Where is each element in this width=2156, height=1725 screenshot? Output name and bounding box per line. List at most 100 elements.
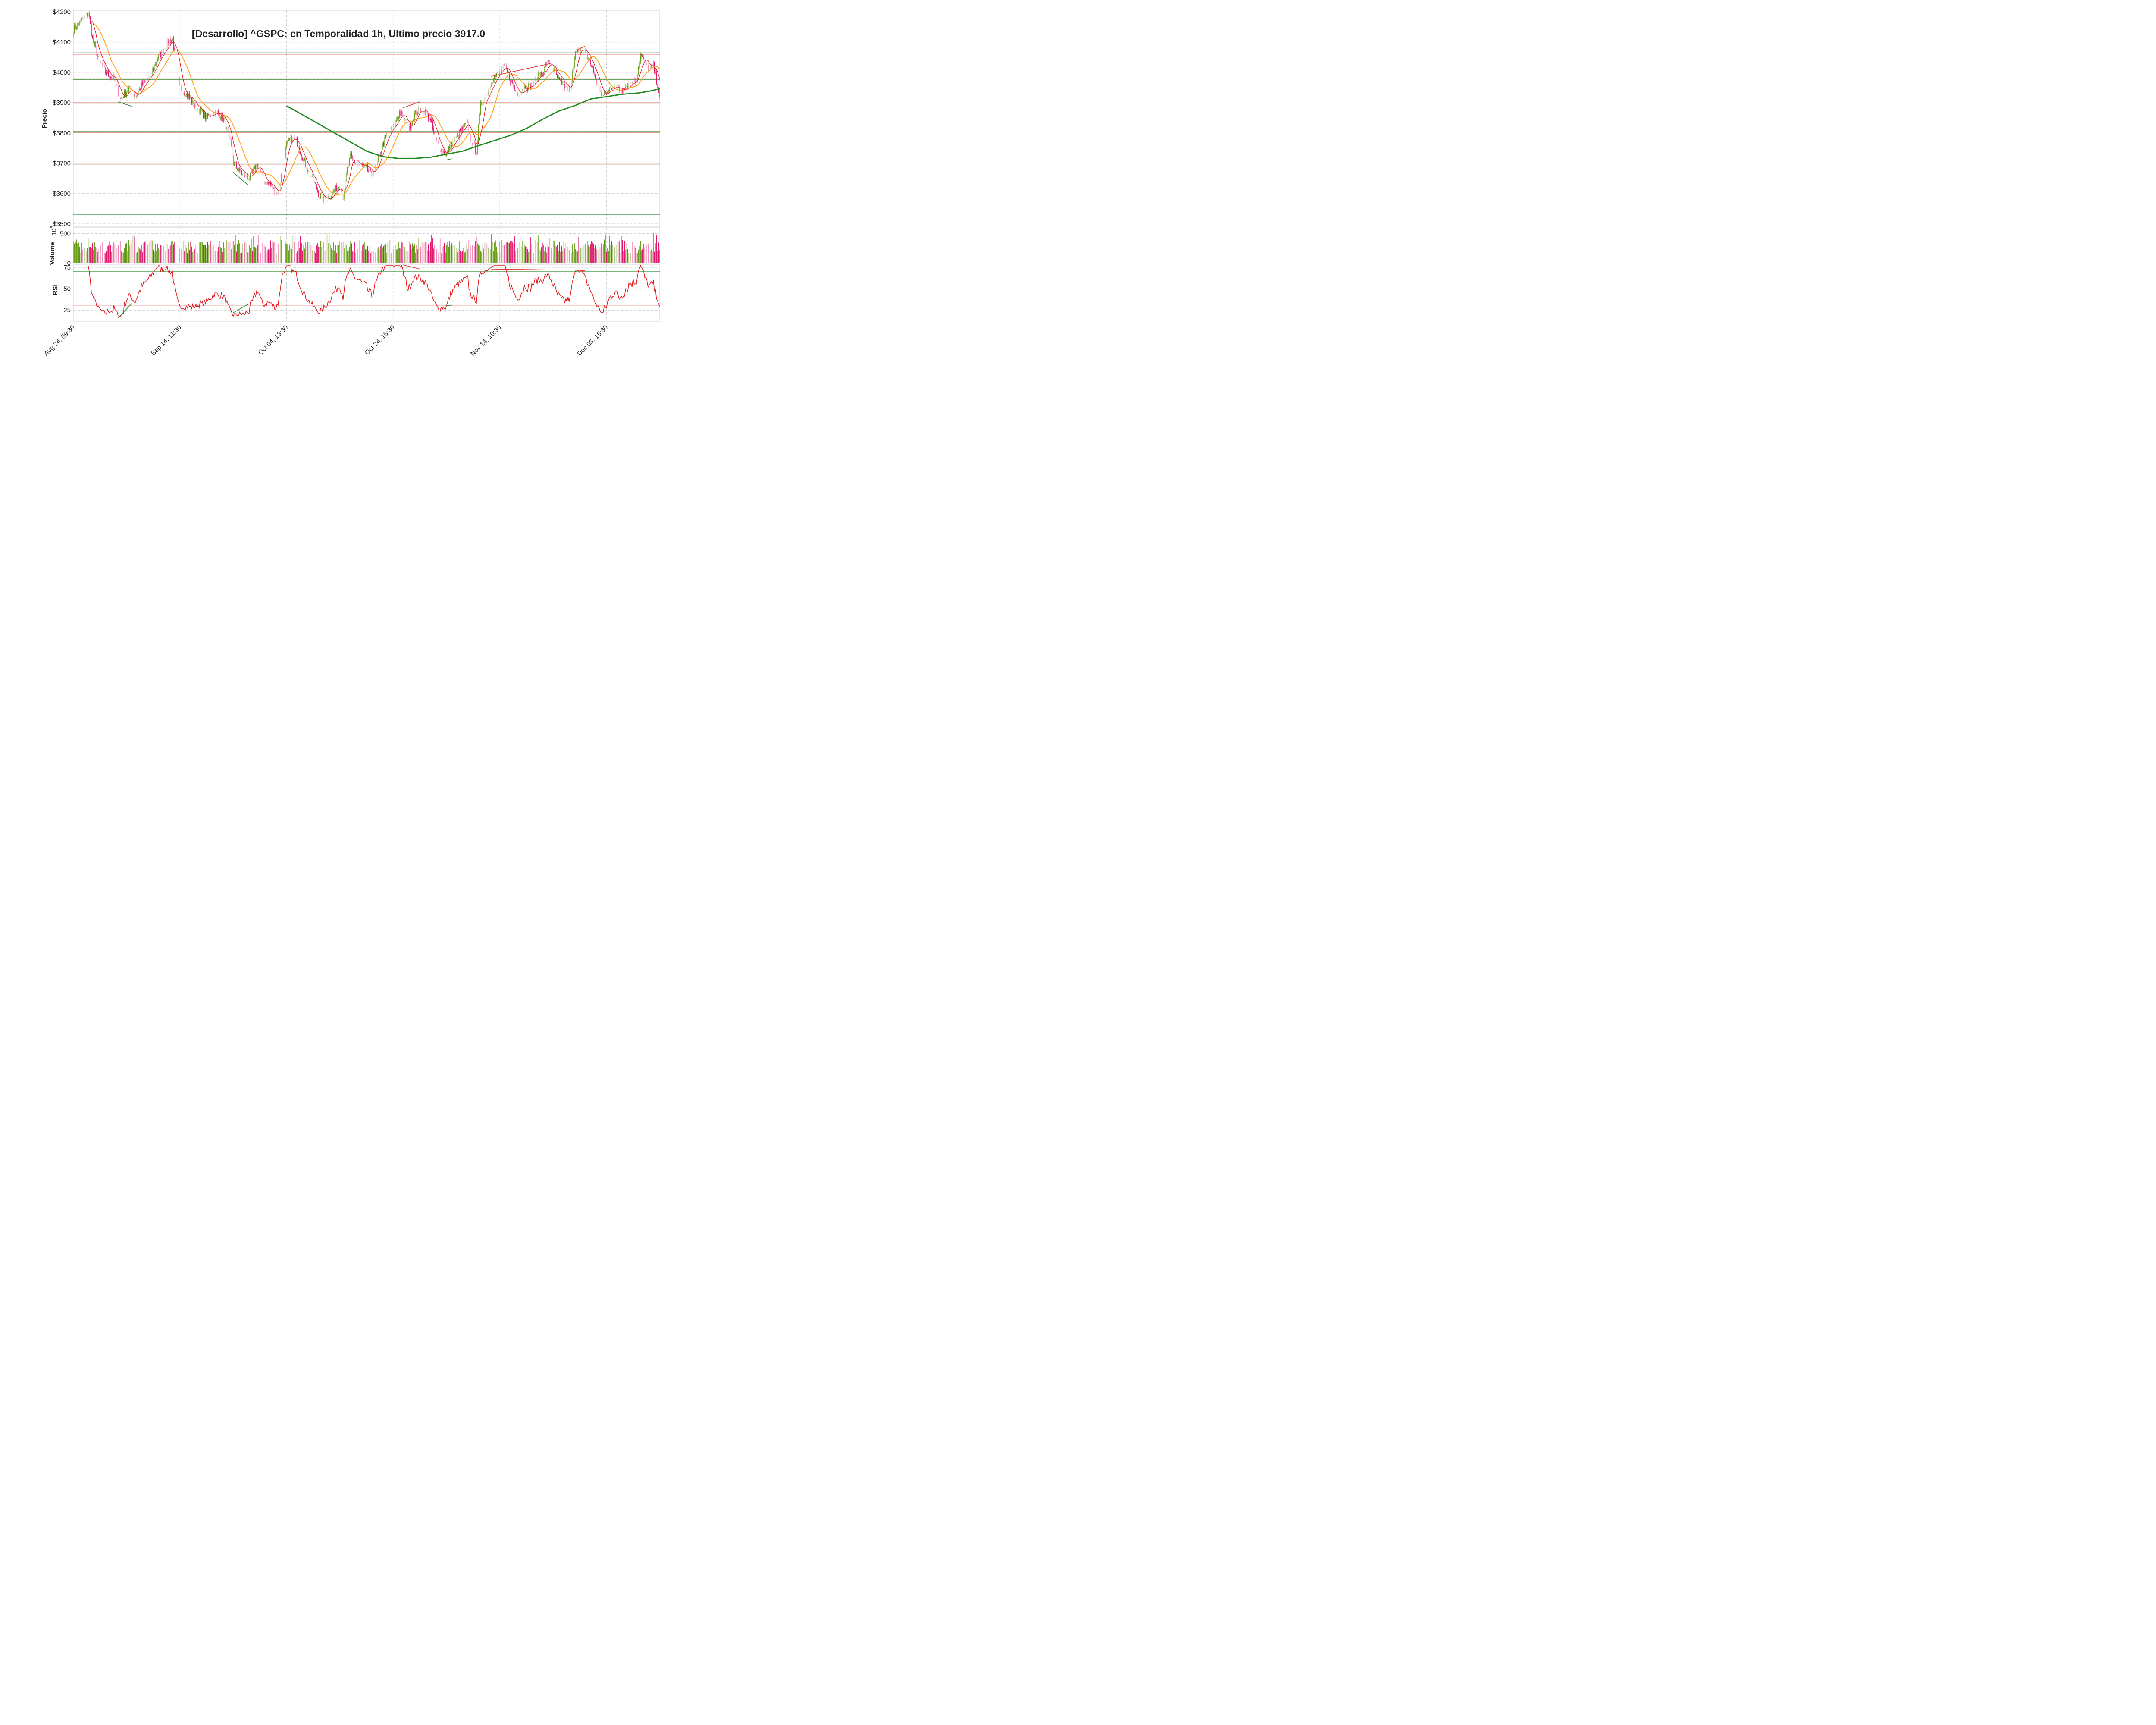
candle-body (281, 174, 282, 183)
candle-body (397, 117, 398, 120)
sma-fast-line (92, 21, 660, 200)
volume-bar (92, 243, 93, 263)
volume-bar (97, 252, 98, 263)
volume-bar (323, 242, 324, 263)
candle-body (658, 88, 659, 93)
candle-body (541, 72, 542, 74)
candle-body (404, 119, 405, 120)
candle-body (577, 50, 578, 52)
x-tick-label: Aug 24, 09:30 (43, 324, 76, 358)
candle-body (384, 137, 385, 146)
candle-body (286, 142, 287, 147)
volume-bar (495, 240, 496, 263)
price-divergence-line (233, 172, 249, 185)
volume-bar (113, 241, 114, 263)
candle-body (323, 196, 324, 202)
volume-bar (206, 248, 207, 263)
candle-body (514, 86, 515, 89)
volume-bar (609, 236, 610, 263)
candle-body (288, 139, 289, 141)
candle-body (562, 82, 563, 83)
volume-bar (76, 239, 77, 263)
volume-bar (462, 251, 463, 263)
candle-body (105, 68, 106, 74)
candle-body (656, 72, 657, 84)
volume-bar (273, 242, 274, 263)
candle-body (651, 65, 652, 68)
candle-body (223, 118, 224, 121)
volume-bar (297, 251, 298, 263)
candle-body (640, 53, 641, 62)
volume-bar (145, 241, 146, 263)
candle-body (244, 174, 245, 178)
price-divergence-line (577, 46, 586, 50)
price-plot-area (73, 10, 660, 227)
volume-bar (457, 252, 458, 263)
volume-bar (480, 250, 481, 263)
volume-bar (448, 247, 449, 263)
candle-body (402, 112, 403, 114)
candle-body (593, 66, 594, 72)
candle-body (497, 72, 498, 73)
volume-bar (305, 242, 306, 263)
sma-mid-line (94, 24, 660, 196)
volume-bar (208, 245, 209, 263)
candle-body (160, 52, 161, 57)
candle-body (141, 83, 142, 90)
candle-body (129, 85, 130, 88)
volume-bar (657, 251, 658, 263)
volume-bar (189, 250, 190, 263)
candle-body (257, 164, 258, 166)
volume-bar (543, 245, 544, 263)
candle-body (590, 60, 591, 64)
volume-bar (74, 243, 75, 263)
volume-bar (574, 243, 575, 263)
candle-body (145, 79, 146, 81)
volume-bar (483, 248, 484, 263)
candle-body (171, 40, 172, 44)
candle-body (401, 111, 402, 116)
candle-body (560, 80, 561, 81)
rsi-line (88, 265, 660, 317)
price-y-tick-label: $3600 (53, 190, 71, 198)
candle-body (559, 77, 560, 79)
volume-bar (591, 241, 592, 263)
volume-bar (144, 242, 145, 263)
volume-bar (641, 250, 642, 263)
volume-bar (316, 245, 317, 263)
candle-body (609, 88, 610, 91)
volume-bar (300, 236, 301, 263)
candle-body (202, 110, 203, 111)
candle-body (291, 135, 292, 143)
candle-body (317, 189, 318, 192)
candle-body (124, 90, 125, 98)
volume-bar (449, 241, 450, 263)
candle-body (351, 152, 352, 156)
candle-body (207, 115, 208, 117)
volume-bar (580, 248, 581, 263)
candle-body (95, 42, 96, 47)
candle-body (126, 91, 127, 96)
volume-bar (81, 242, 82, 263)
price-y-tick-label: $3800 (53, 129, 71, 137)
volume-bar (237, 244, 238, 263)
candle-body (203, 110, 204, 118)
volume-bar (94, 242, 95, 263)
volume-bar (288, 250, 289, 263)
volume-bar (331, 248, 332, 263)
rsi-divergence-line (491, 269, 551, 270)
volume-bar (157, 244, 158, 263)
rsi-y-tick-label: 75 (63, 264, 71, 271)
volume-bar (318, 247, 319, 263)
volume-bar (140, 249, 141, 263)
candle-body (418, 106, 419, 114)
candle-body (93, 37, 94, 43)
candle-body (578, 49, 579, 51)
candle-body (338, 187, 339, 189)
volume-bar (481, 252, 482, 263)
volume-bar (512, 242, 513, 263)
price-y-tick-label: $3500 (53, 220, 71, 228)
volume-bar (128, 240, 129, 263)
candle-body (335, 185, 336, 191)
volume-bar (451, 243, 452, 263)
